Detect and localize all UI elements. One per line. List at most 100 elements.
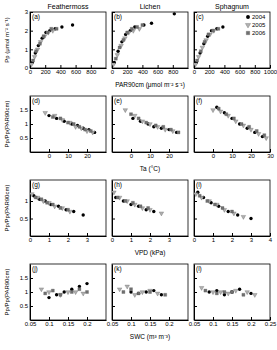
point xyxy=(130,113,133,116)
point xyxy=(198,194,201,197)
plot-frame xyxy=(194,12,270,68)
tick-mark xyxy=(270,65,271,68)
point xyxy=(249,128,254,132)
tick-mark xyxy=(49,149,50,152)
point xyxy=(126,31,129,34)
tick-label: 0.5 xyxy=(20,216,29,222)
tick: 10 xyxy=(147,149,154,159)
point xyxy=(47,291,52,295)
y-axis: 0.511.5 xyxy=(20,265,33,321)
tick-label: 0.2 xyxy=(165,321,174,327)
tick-label: 600 xyxy=(153,69,164,75)
tick-label: 3 xyxy=(86,237,90,243)
point xyxy=(177,131,180,134)
tick-mark xyxy=(255,65,256,68)
tick-mark xyxy=(112,31,115,32)
tick-mark xyxy=(30,278,33,279)
panel-label: (g) xyxy=(32,181,40,189)
tick: 200 xyxy=(41,65,52,75)
x-axis: 0200400600800 xyxy=(111,65,189,75)
point xyxy=(196,55,201,59)
point xyxy=(63,290,66,293)
tick xyxy=(194,124,197,125)
tick-label: 600 xyxy=(235,69,246,75)
tick-mark xyxy=(30,201,33,202)
y-axis xyxy=(194,97,197,153)
x-axis: 0123 xyxy=(29,233,107,243)
tick-mark xyxy=(251,233,252,236)
tick: 1 xyxy=(25,47,33,53)
point xyxy=(51,116,54,119)
tick-mark xyxy=(169,149,170,152)
point xyxy=(194,63,198,67)
tick-mark xyxy=(45,65,46,68)
panel: 0123(h)VPD (kPa) xyxy=(111,180,189,257)
tick xyxy=(194,306,197,307)
point xyxy=(245,291,250,295)
point xyxy=(89,130,92,133)
tick-mark xyxy=(194,49,197,50)
tick-label: 0.05 xyxy=(25,321,37,327)
point xyxy=(152,210,155,213)
point xyxy=(249,292,252,295)
x-axis: 01020 xyxy=(31,149,107,159)
tick-label: 0.05 xyxy=(107,321,119,327)
tick-mark xyxy=(131,317,132,320)
point xyxy=(253,293,258,297)
tick-mark xyxy=(194,138,197,139)
tick-mark xyxy=(30,49,33,50)
point xyxy=(67,121,70,124)
point xyxy=(47,114,50,117)
point xyxy=(44,292,47,295)
plot-frame xyxy=(112,180,188,236)
tick-label: 0 xyxy=(111,69,115,75)
tick-label: 3 xyxy=(25,9,29,15)
point xyxy=(204,39,209,43)
x-axis: 01234 xyxy=(193,233,273,243)
x-axis: 0102030 xyxy=(195,149,275,159)
tick-mark xyxy=(209,65,210,68)
point xyxy=(248,125,251,128)
tick: 10 xyxy=(65,149,72,159)
tick xyxy=(194,49,197,50)
point xyxy=(35,50,38,53)
tick-label: 1 xyxy=(48,237,52,243)
point xyxy=(30,193,34,197)
point xyxy=(55,27,58,30)
tick-label: 1 xyxy=(25,289,29,295)
point xyxy=(85,282,88,285)
tick-mark xyxy=(232,317,233,320)
legend-label: 2004 xyxy=(252,14,266,20)
panel: 02004006008001000(c)Sphagnum200420052006 xyxy=(193,3,277,75)
point xyxy=(264,137,269,141)
point xyxy=(136,25,139,28)
point xyxy=(35,48,40,52)
point xyxy=(240,123,243,126)
point xyxy=(47,296,50,299)
tick: 0.15 xyxy=(145,317,157,327)
point xyxy=(123,37,128,41)
axis-line xyxy=(194,181,195,237)
tick-mark xyxy=(194,278,197,279)
tick: 800 xyxy=(168,65,179,75)
tick-label: 800 xyxy=(168,69,179,75)
point xyxy=(241,215,246,219)
tick: 0.15 xyxy=(63,317,75,327)
point xyxy=(73,125,78,129)
tick-mark xyxy=(150,233,151,236)
tick xyxy=(112,201,115,202)
point xyxy=(51,203,54,206)
tick-label: 2 xyxy=(149,237,153,243)
point xyxy=(133,293,138,297)
point xyxy=(46,31,49,34)
panel-title: Lichen xyxy=(140,3,161,10)
tick-mark xyxy=(131,149,132,152)
point xyxy=(211,29,216,33)
panel-label: (k) xyxy=(114,265,122,273)
tick-mark xyxy=(68,317,69,320)
tick-mark xyxy=(87,317,88,320)
tick: 1 xyxy=(130,233,134,243)
tick: 3 xyxy=(168,233,172,243)
tick: 1 xyxy=(48,233,52,243)
point xyxy=(160,293,163,296)
